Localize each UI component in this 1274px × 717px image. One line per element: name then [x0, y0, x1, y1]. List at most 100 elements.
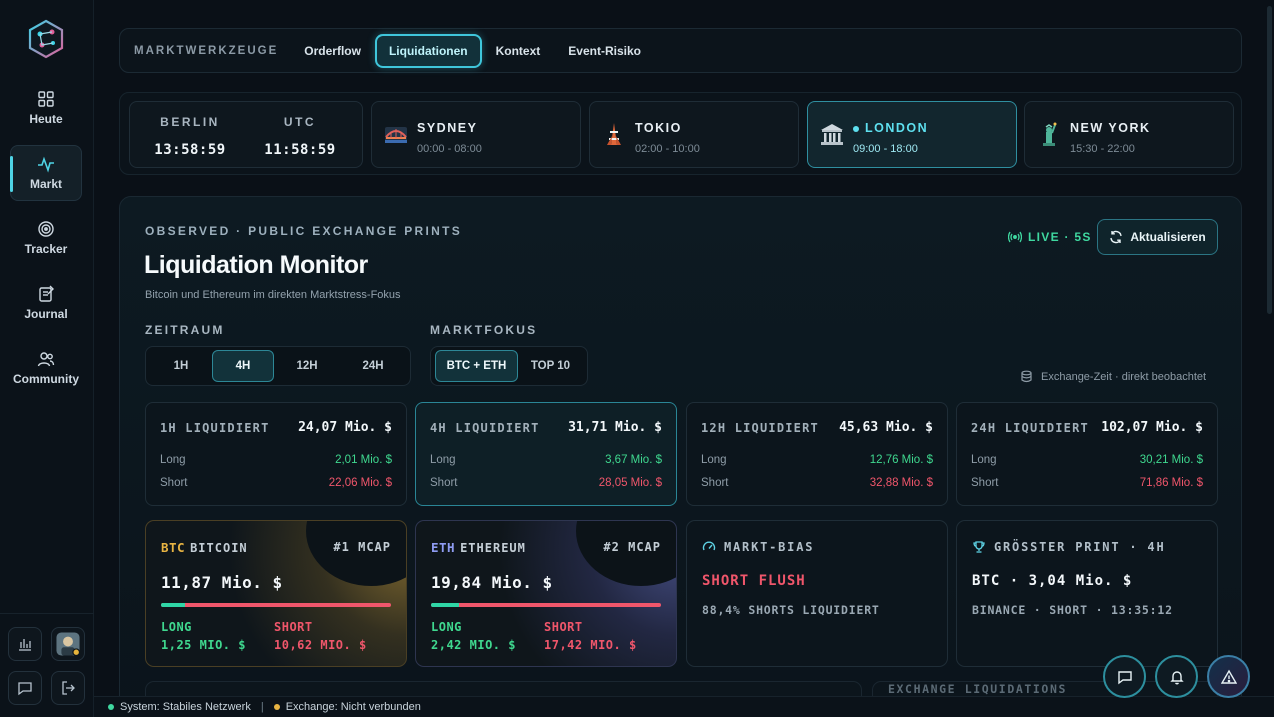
session-sydney[interactable]: SYDNEY 00:00 - 08:00 — [371, 101, 581, 168]
stat-total: 31,71 Mio. $ — [568, 420, 662, 435]
short-label: SHORT — [544, 620, 583, 634]
stat-short-row: Short 22,06 Mio. $ — [160, 477, 392, 489]
avatar-icon — [56, 632, 81, 657]
session-tokio[interactable]: TOKIO 02:00 - 10:00 — [589, 101, 799, 168]
tab-event-risiko[interactable]: Event-Risiko — [568, 43, 641, 58]
gauge-icon — [702, 541, 716, 551]
stat-total: 102,07 Mio. $ — [1101, 420, 1203, 435]
exchange-liquidations-title: EXCHANGE LIQUIDATIONS — [888, 682, 1067, 696]
short-label: SHORT — [274, 620, 313, 634]
messages-button[interactable] — [8, 671, 42, 705]
coin-short: SHORT 17,42 MIO. $ — [544, 618, 637, 654]
market-tools-tabbar: MARKTWERKZEUGE Orderflow Liquidationen K… — [119, 28, 1242, 73]
warning-icon — [1220, 669, 1237, 684]
stat-total: 45,63 Mio. $ — [839, 420, 933, 435]
session-hours: 15:30 - 22:00 — [1070, 143, 1135, 155]
sidebar-item-markt[interactable]: Markt — [10, 145, 82, 201]
session-name-text: LONDON — [865, 121, 929, 135]
largest-kicker-text: GRÖSSTER PRINT · 4H — [994, 540, 1166, 554]
coin-name: BITCOIN — [190, 541, 248, 555]
stats-button[interactable] — [8, 627, 42, 661]
short-value: 10,62 MIO. $ — [274, 638, 367, 652]
timeframe-4h[interactable]: 4H — [212, 350, 274, 382]
long-label: Long — [701, 454, 727, 466]
session-name: NEW YORK — [1070, 121, 1151, 135]
largest-value: BTC · 3,04 Mio. $ — [972, 573, 1133, 589]
market-focus-selector: BTC + ETH TOP 10 — [430, 346, 588, 386]
coin-card-btc[interactable]: BTC BITCOIN #1 MCAP 11,87 Mio. $ LONG 1,25… — [145, 520, 407, 667]
grid-icon — [38, 91, 54, 107]
stat-short-row: Short 32,88 Mio. $ — [701, 477, 933, 489]
long-value: 1,25 MIO. $ — [161, 638, 246, 652]
sidebar-item-tracker[interactable]: Tracker — [10, 210, 82, 266]
short-value: 17,42 MIO. $ — [544, 638, 637, 652]
panel-kicker: OBSERVED · PUBLIC EXCHANGE PRINTS — [145, 224, 463, 238]
logout-icon — [62, 681, 75, 695]
tab-kontext[interactable]: Kontext — [495, 43, 541, 58]
coin-rank: #1 MCAP — [333, 540, 391, 554]
avatar[interactable] — [51, 627, 85, 661]
stat-card-12h[interactable]: 12H LIQUIDIERT 45,63 Mio. $ Long 12,76 Mi… — [686, 402, 948, 506]
stat-label: 12H LIQUIDIERT — [701, 421, 819, 435]
largest-sub: BINANCE · SHORT · 13:35:12 — [972, 603, 1173, 617]
session-london[interactable]: LONDON 09:00 - 18:00 — [807, 101, 1017, 168]
long-short-bar — [161, 603, 391, 607]
stat-card-4h[interactable]: 4H LIQUIDIERT 31,71 Mio. $ Long 3,67 Mio.… — [415, 402, 677, 506]
short-value: 22,06 Mio. $ — [328, 477, 392, 489]
sidebar-item-label: Community — [13, 372, 79, 386]
timeframe-selector: 1H 4H 12H 24H — [145, 346, 411, 386]
bar-chart-icon — [19, 639, 31, 651]
logout-button[interactable] — [51, 671, 85, 705]
activity-icon — [38, 156, 54, 173]
sidebar-item-community[interactable]: Community — [10, 340, 82, 396]
focus-btc-eth[interactable]: BTC + ETH — [435, 350, 518, 382]
stat-long-row: Long 2,01 Mio. $ — [160, 454, 392, 466]
coin-long: LONG 1,25 MIO. $ — [161, 618, 246, 654]
long-share-fill — [161, 603, 186, 607]
users-icon — [37, 352, 55, 367]
short-label: Short — [971, 477, 999, 489]
focus-label: MARKTFOKUS — [430, 323, 538, 337]
clock-time: 11:58:59 — [264, 142, 336, 158]
session-new-york[interactable]: NEW YORK 15:30 - 22:00 — [1024, 101, 1234, 168]
stat-long-row: Long 30,21 Mio. $ — [971, 454, 1203, 466]
short-value: 32,88 Mio. $ — [869, 477, 933, 489]
timeframe-1h[interactable]: 1H — [173, 360, 189, 372]
sidebar-item-heute[interactable]: Heute — [10, 80, 82, 136]
bias-kicker: MARKT-BIAS — [702, 540, 814, 554]
sidebar-item-journal[interactable]: Journal — [10, 275, 82, 331]
tower-icon — [607, 123, 621, 145]
refresh-button[interactable]: Aktualisieren — [1097, 219, 1218, 255]
exchange-status: Exchange: Nicht verbunden — [285, 701, 421, 713]
timeframe-12h[interactable]: 12H — [296, 360, 318, 372]
alert-button[interactable] — [1207, 655, 1250, 698]
coin-card-eth[interactable]: ETH ETHEREUM #2 MCAP 19,84 Mio. $ LONG 2,4… — [415, 520, 677, 667]
liquidation-monitor-panel: OBSERVED · PUBLIC EXCHANGE PRINTS Liquid… — [119, 196, 1242, 717]
page-scrollbar[interactable] — [1267, 6, 1272, 314]
exchange-time-note: Exchange-Zeit · direkt beobachtet — [1020, 370, 1206, 383]
bank-icon — [821, 124, 843, 145]
long-value: 2,01 Mio. $ — [335, 454, 392, 466]
tab-orderflow[interactable]: Orderflow — [304, 43, 361, 58]
page-title: Liquidation Monitor — [144, 251, 368, 279]
stat-card-1h[interactable]: 1H LIQUIDIERT 24,07 Mio. $ Long 2,01 Mio.… — [145, 402, 407, 506]
bridge-icon — [385, 127, 407, 143]
exchange-status-dot — [273, 704, 280, 710]
notifications-button[interactable] — [1155, 655, 1198, 698]
system-status-dot — [108, 704, 114, 710]
sidebar-item-label: Tracker — [24, 242, 68, 256]
app-logo[interactable] — [26, 19, 66, 59]
stat-short-row: Short 71,86 Mio. $ — [971, 477, 1203, 489]
stat-card-24h[interactable]: 24H LIQUIDIERT 102,07 Mio. $ Long 30,21 M… — [956, 402, 1218, 506]
focus-top10[interactable]: TOP 10 — [530, 360, 571, 372]
long-label: LONG — [431, 620, 462, 634]
chat-button[interactable] — [1103, 655, 1146, 698]
tab-liquidationen[interactable]: Liquidationen — [374, 33, 482, 68]
coin-rank: #2 MCAP — [603, 540, 661, 554]
short-label: Short — [430, 477, 458, 489]
sidebar: Heute Markt Tracker Journal Community — [0, 0, 94, 717]
status-bar: System: Stabiles Netzwerk | Exchange: Ni… — [94, 696, 1274, 717]
refresh-label: Aktualisieren — [1130, 230, 1206, 244]
tabbar-kicker: MARKTWERKZEUGE — [134, 44, 279, 57]
timeframe-24h[interactable]: 24H — [362, 360, 384, 372]
